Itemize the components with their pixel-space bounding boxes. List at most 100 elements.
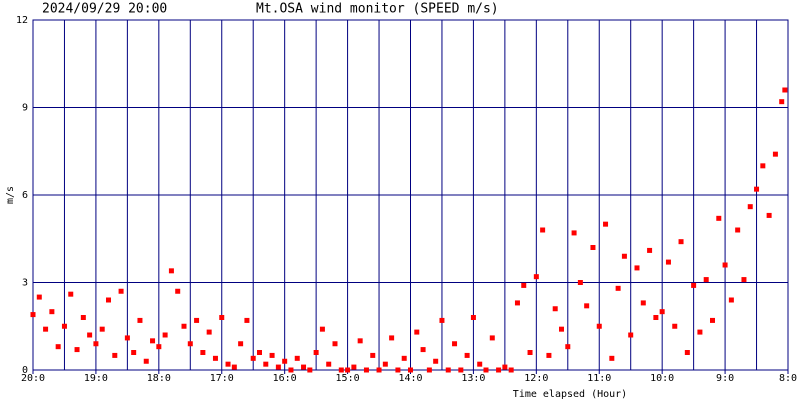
data-point [181, 323, 187, 329]
data-point [754, 186, 760, 192]
data-point [137, 317, 143, 323]
data-point [225, 361, 231, 367]
data-point [458, 367, 464, 373]
data-point [80, 315, 86, 320]
data-point [577, 280, 583, 285]
data-point [760, 163, 766, 169]
x-tick-label: 8:0 [779, 373, 797, 384]
x-tick-label: 17:0 [210, 373, 234, 384]
data-point [357, 338, 363, 344]
data-point [735, 227, 741, 233]
data-point [150, 338, 156, 344]
y-axis-label: m/s [5, 186, 16, 204]
data-point [61, 323, 67, 329]
chart-title: Mt.OSA wind monitor (SPEED m/s) [256, 2, 499, 17]
data-point [370, 352, 376, 358]
data-point [269, 352, 275, 358]
data-point [408, 367, 413, 373]
data-point [691, 282, 697, 288]
data-point [332, 341, 338, 347]
y-tick-label: 0 [22, 365, 28, 376]
data-point [779, 99, 785, 105]
data-point [156, 344, 162, 350]
data-point [552, 306, 558, 312]
data-point [426, 367, 432, 373]
data-point [43, 326, 49, 332]
data-point [546, 352, 552, 358]
data-point [540, 227, 546, 233]
data-point [521, 282, 527, 288]
data-point [307, 367, 313, 373]
data-point [294, 355, 300, 361]
data-point [131, 350, 137, 355]
data-point [74, 347, 80, 353]
data-point [722, 262, 728, 268]
data-point [219, 315, 225, 320]
data-point [527, 350, 533, 355]
data-point [477, 361, 483, 367]
data-point [559, 326, 564, 332]
data-point [584, 303, 590, 309]
data-point [282, 358, 288, 364]
data-point [782, 87, 788, 93]
data-point [143, 358, 149, 364]
x-tick-label: 19:0 [84, 373, 108, 384]
data-point [257, 350, 262, 355]
x-tick-label: 10:0 [650, 373, 674, 384]
data-point [244, 317, 250, 323]
data-point [653, 315, 659, 320]
data-point [194, 317, 200, 323]
data-point [590, 245, 596, 250]
x-tick-label: 9:0 [716, 373, 734, 384]
data-point [212, 355, 218, 361]
data-point [326, 361, 332, 367]
data-point [533, 274, 539, 280]
data-point [187, 341, 193, 347]
data-point [508, 367, 514, 373]
data-point [439, 317, 445, 323]
data-point [401, 355, 407, 361]
data-point [200, 350, 206, 355]
data-point [420, 347, 426, 353]
data-point [464, 352, 470, 358]
data-point [634, 265, 640, 271]
data-point [772, 151, 778, 157]
data-point [124, 335, 130, 341]
data-point [313, 350, 319, 355]
x-tick-label: 11:0 [587, 373, 611, 384]
data-point [99, 326, 105, 332]
chart-subtitle: 2024/09/29 20:00 [42, 2, 167, 17]
data-point [250, 355, 256, 361]
data-point [168, 268, 174, 274]
data-point [665, 259, 671, 265]
x-tick-label: 14:0 [398, 373, 422, 384]
data-point [678, 239, 684, 245]
data-point [603, 221, 609, 227]
data-point [206, 329, 212, 335]
data-point [489, 335, 495, 341]
data-point [301, 364, 307, 370]
y-tick-label: 9 [22, 103, 28, 114]
data-point [263, 361, 269, 367]
data-point [621, 253, 627, 259]
data-point [363, 367, 369, 373]
data-point [502, 364, 508, 370]
data-point [647, 247, 653, 253]
data-point [395, 367, 401, 373]
data-point [514, 300, 520, 306]
data-point [238, 341, 244, 347]
data-point [389, 335, 395, 341]
data-point [87, 332, 93, 338]
x-tick-label: 12:0 [524, 373, 548, 384]
data-point [747, 204, 753, 210]
data-point [609, 355, 615, 361]
data-point [49, 309, 55, 315]
data-point [470, 315, 476, 320]
data-point [288, 367, 294, 373]
data-point [382, 361, 388, 367]
data-point [338, 367, 344, 373]
data-point [30, 312, 36, 318]
data-point [106, 297, 111, 303]
data-point [640, 300, 646, 306]
data-point [571, 230, 577, 236]
